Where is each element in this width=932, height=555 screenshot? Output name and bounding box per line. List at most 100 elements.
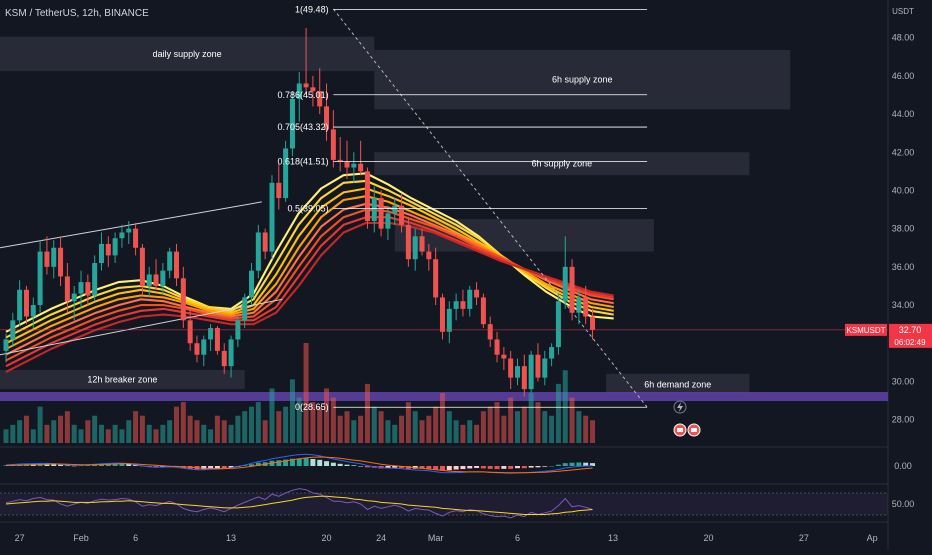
candle-body bbox=[249, 270, 255, 298]
volume-bar bbox=[364, 383, 370, 443]
volume-bar bbox=[208, 429, 214, 443]
y-tick-label: 38.00 bbox=[892, 224, 915, 234]
volume-bar bbox=[371, 406, 377, 443]
candle-body bbox=[535, 354, 541, 378]
candle-body bbox=[51, 247, 57, 267]
volume-bar bbox=[289, 379, 295, 443]
volume-bar bbox=[515, 411, 520, 443]
volume-bar bbox=[501, 415, 507, 443]
fib-label: 0(28.65) bbox=[295, 402, 329, 412]
macd-histogram-bar bbox=[467, 466, 473, 469]
volume-bar bbox=[126, 420, 132, 443]
fib-label: 0.5(39.05) bbox=[288, 204, 329, 214]
candle-body bbox=[201, 339, 207, 355]
macd-histogram-bar bbox=[501, 466, 507, 469]
macd-histogram-bar bbox=[555, 464, 561, 466]
macd-histogram-bar bbox=[324, 461, 330, 466]
volume-bar bbox=[310, 402, 316, 443]
volume-bar bbox=[214, 415, 220, 443]
macd-histogram-bar bbox=[535, 466, 541, 468]
volume-bar bbox=[146, 424, 152, 443]
candle-body bbox=[433, 259, 439, 298]
y-tick-label: 46.00 bbox=[892, 71, 915, 81]
x-tick-label: 13 bbox=[608, 533, 618, 543]
volume-bar bbox=[549, 415, 555, 443]
candle-body bbox=[508, 358, 514, 378]
rsi-line bbox=[5, 488, 593, 519]
candle-body bbox=[310, 87, 316, 92]
candle-body bbox=[351, 163, 357, 168]
volume-bar bbox=[174, 406, 179, 443]
macd-histogram-bar bbox=[310, 458, 316, 466]
macd-histogram-bar bbox=[576, 462, 582, 466]
candle-body bbox=[330, 129, 336, 160]
volume-bar bbox=[167, 420, 173, 443]
volume-bar bbox=[221, 420, 227, 443]
macd-axis-label: 0.00 bbox=[894, 461, 912, 471]
volume-bar bbox=[283, 406, 289, 443]
candle-body bbox=[521, 366, 527, 390]
volume-bar bbox=[453, 420, 459, 443]
candle-body bbox=[126, 228, 132, 233]
rsi-band bbox=[0, 493, 888, 515]
volume-bar bbox=[180, 402, 186, 443]
macd-histogram-bar bbox=[426, 466, 432, 469]
macd-histogram-bar bbox=[385, 466, 391, 469]
candle-body bbox=[289, 98, 295, 149]
candle-body bbox=[378, 198, 384, 229]
volume-bar bbox=[17, 420, 23, 443]
fib-label: 1(49.48) bbox=[295, 4, 329, 14]
candle-body bbox=[78, 282, 84, 294]
candle-body bbox=[119, 232, 125, 239]
volume-bar bbox=[262, 420, 268, 443]
chart-title: KSM / TetherUS, 12h, BINANCE bbox=[5, 8, 149, 19]
volume-bar bbox=[133, 411, 139, 443]
candle-body bbox=[44, 251, 50, 267]
y-tick-label: 44.00 bbox=[892, 109, 915, 119]
volume-bar bbox=[269, 388, 275, 443]
candle-body bbox=[460, 301, 466, 309]
candle-body bbox=[296, 83, 302, 99]
macd-histogram-bar bbox=[92, 464, 98, 466]
volume-bar bbox=[344, 411, 350, 443]
price-tag-value: 32.70 bbox=[899, 325, 922, 335]
macd-histogram-bar bbox=[583, 462, 589, 466]
candle-body bbox=[590, 316, 596, 330]
volume-bar bbox=[358, 415, 364, 443]
candle-body bbox=[317, 91, 323, 107]
macd-histogram-bar bbox=[330, 462, 336, 466]
trendline-lower bbox=[0, 298, 283, 356]
volume-bar bbox=[78, 429, 84, 443]
volume-bar bbox=[44, 424, 50, 443]
candle-body bbox=[58, 247, 64, 277]
volume-bar bbox=[590, 420, 596, 443]
volume-bar bbox=[10, 424, 16, 443]
macd-histogram-bar bbox=[528, 466, 534, 468]
candle-body bbox=[174, 251, 179, 279]
candle-body bbox=[385, 213, 391, 229]
volume-bar bbox=[528, 393, 534, 443]
volume-bar bbox=[98, 424, 104, 443]
candle-body bbox=[569, 266, 575, 313]
volume-bar bbox=[92, 415, 98, 443]
x-tick-label: 20 bbox=[703, 533, 713, 543]
volume-bar bbox=[324, 388, 330, 443]
macd-histogram-bar bbox=[549, 466, 555, 467]
candle-body bbox=[576, 297, 582, 313]
volume-bar bbox=[160, 424, 166, 443]
macd-histogram-bar bbox=[419, 466, 425, 469]
volume-bar bbox=[399, 415, 405, 443]
volume-bar bbox=[555, 383, 561, 443]
volume-bar bbox=[23, 415, 29, 443]
macd-histogram-bar bbox=[249, 464, 255, 466]
volume-bar bbox=[569, 397, 575, 443]
candle-body bbox=[255, 232, 261, 271]
candle-body bbox=[30, 305, 36, 317]
macd-histogram-bar bbox=[208, 466, 214, 469]
volume-bar bbox=[242, 411, 248, 443]
lightning-icon[interactable] bbox=[673, 400, 687, 414]
candle-body bbox=[412, 236, 418, 260]
volume-bar bbox=[228, 424, 234, 443]
